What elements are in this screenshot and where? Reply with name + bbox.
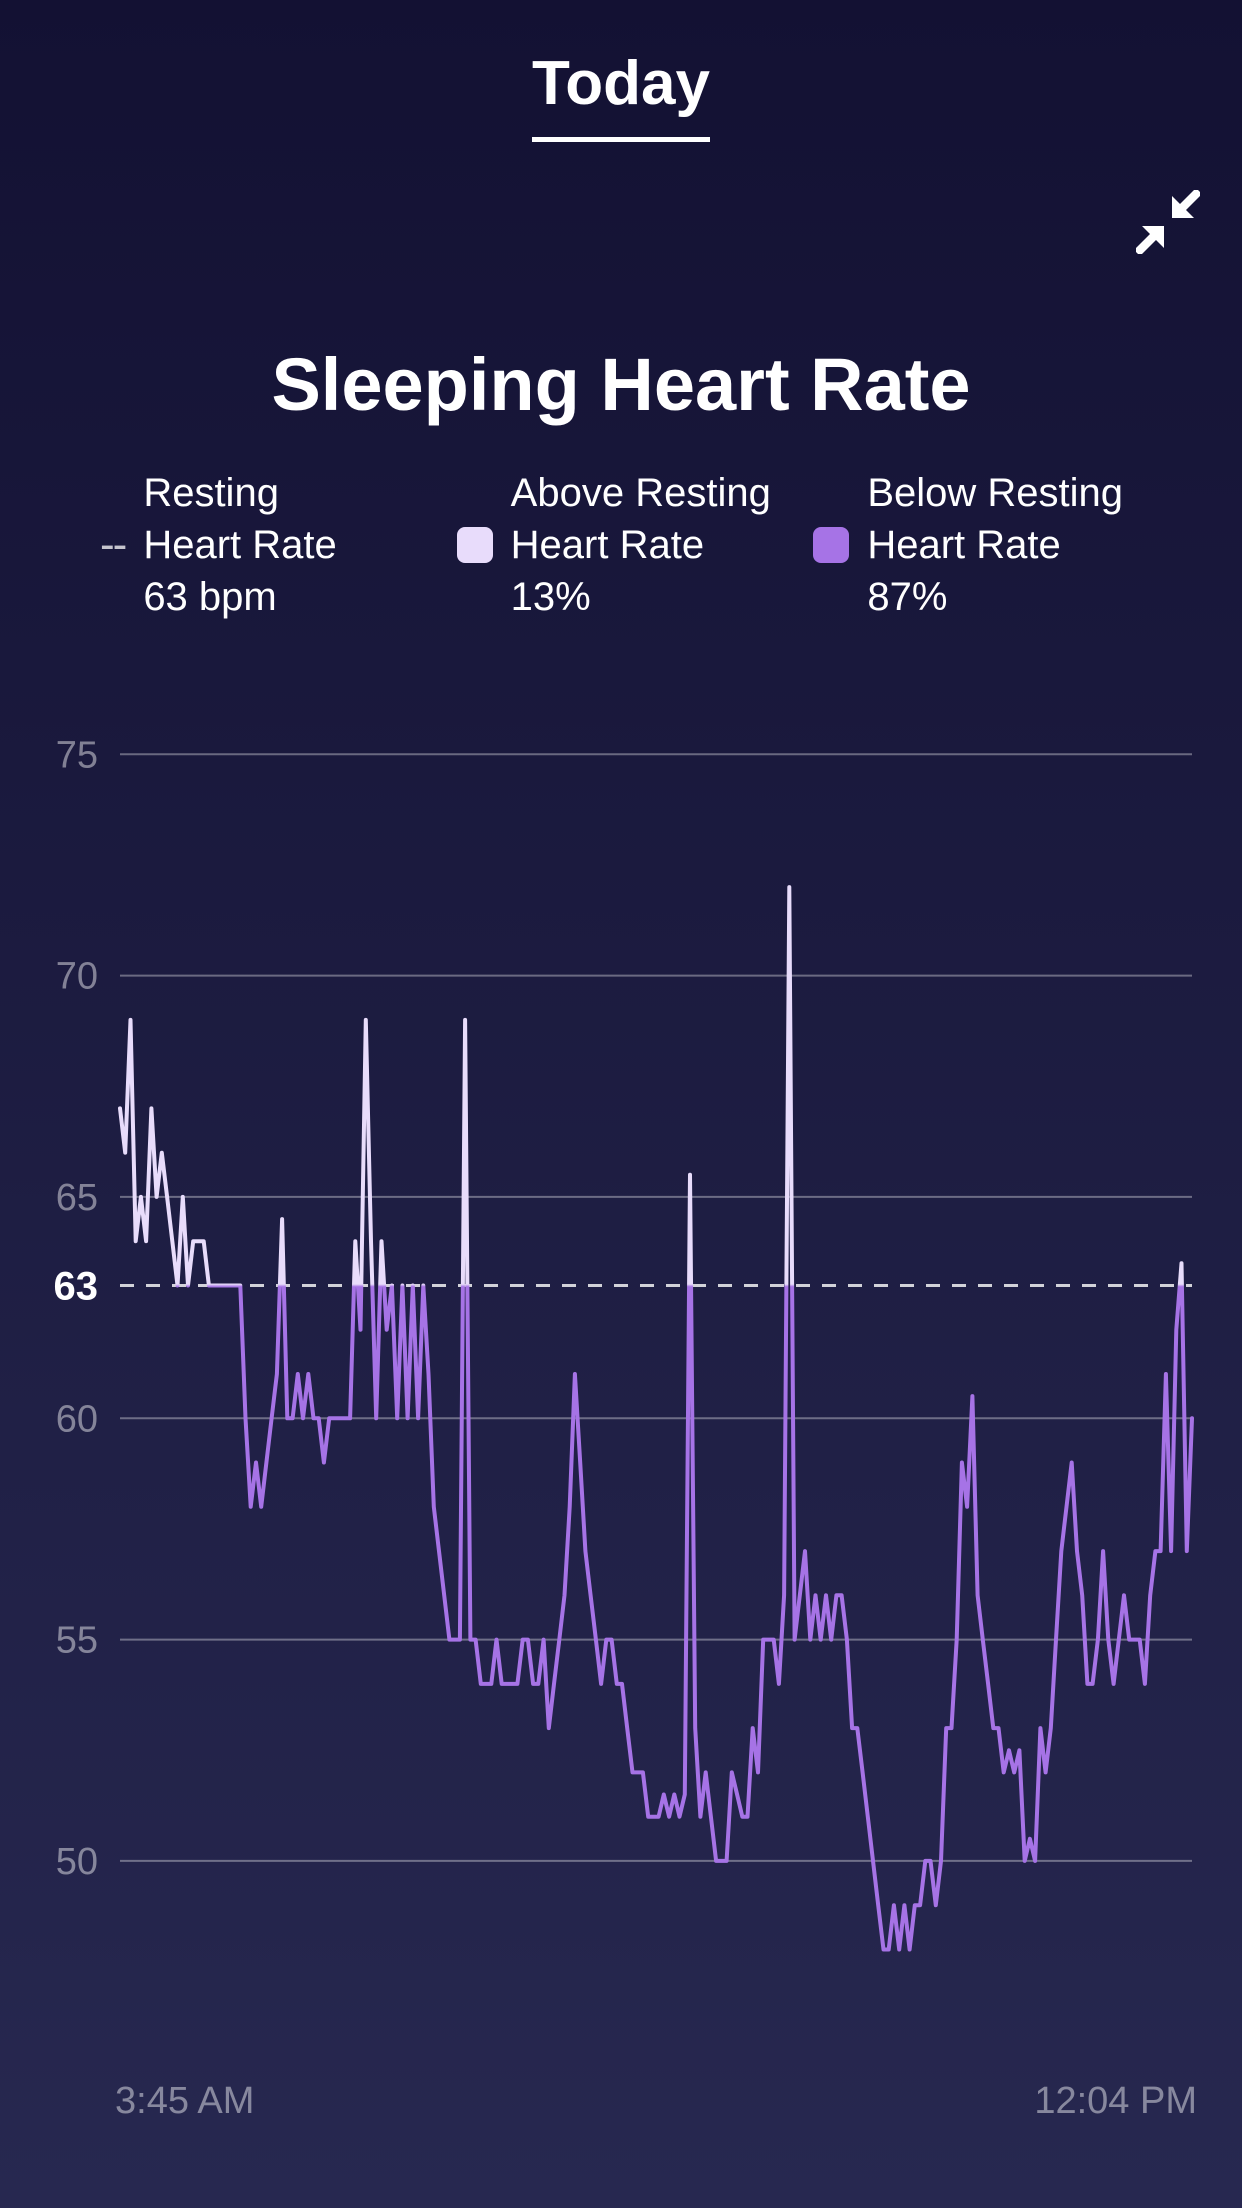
collapse-icon[interactable] — [1136, 190, 1200, 254]
dash-icon: -- — [100, 523, 125, 567]
legend-above: Above Resting Heart Rate 13% — [457, 467, 786, 623]
legend-resting-l3: 63 bpm — [143, 571, 336, 623]
legend-resting: -- Resting Heart Rate 63 bpm — [100, 467, 429, 623]
svg-text:60: 60 — [56, 1398, 98, 1440]
chart-legend: -- Resting Heart Rate 63 bpm Above Resti… — [0, 427, 1242, 623]
x-end-label: 12:04 PM — [1034, 2080, 1197, 2123]
swatch-below-icon — [813, 527, 849, 563]
legend-above-l2: Heart Rate — [511, 519, 771, 571]
legend-below: Below Resting Heart Rate 87% — [813, 467, 1142, 623]
svg-text:55: 55 — [56, 1620, 98, 1662]
swatch-above-icon — [457, 527, 493, 563]
svg-text:63: 63 — [54, 1264, 99, 1308]
svg-text:65: 65 — [56, 1177, 98, 1219]
legend-below-l1: Below Resting — [867, 467, 1123, 519]
svg-text:50: 50 — [56, 1841, 98, 1883]
legend-below-l2: Heart Rate — [867, 519, 1123, 571]
x-start-label: 3:45 AM — [115, 2080, 254, 2123]
svg-text:70: 70 — [56, 956, 98, 998]
header-title[interactable]: Today — [532, 48, 710, 142]
heart-rate-chart[interactable]: 50 55 60 65 70 75 63 — [40, 700, 1202, 2048]
svg-text:75: 75 — [56, 734, 98, 776]
legend-above-l1: Above Resting — [511, 467, 771, 519]
legend-resting-l1: Resting — [143, 467, 336, 519]
legend-below-l3: 87% — [867, 571, 1123, 623]
x-axis-labels: 3:45 AM 12:04 PM — [115, 2080, 1197, 2123]
legend-above-l3: 13% — [511, 571, 771, 623]
page-title: Sleeping Heart Rate — [0, 342, 1242, 427]
legend-resting-l2: Heart Rate — [143, 519, 336, 571]
